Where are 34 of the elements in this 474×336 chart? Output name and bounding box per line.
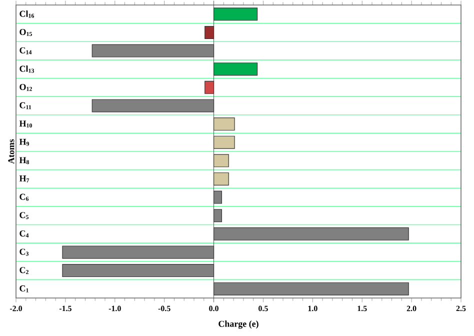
y-tick-label: H$_{9}$ [19,138,30,146]
bar [62,246,214,259]
y-tick-label: C$_{5}$ [20,212,29,220]
y-tick-label: C$_{11}$ [20,102,32,110]
y-tick-label: Cl$_{16}$ [20,10,34,18]
bar [213,190,222,204]
bar [213,118,235,131]
y-tick-label: H$_{8}$ [19,157,30,164]
bar [213,227,409,240]
y-tick-label: O$_{15}$ [20,28,32,36]
y-tick-label: C$_{4}$ [20,230,29,238]
y-tick-label: C$_{2}$ [20,267,28,274]
bar [213,154,229,168]
y-tick-label: H$_{10}$ [19,120,32,128]
y-tick-label: C$_{6}$ [20,194,29,201]
x-axis-title: Charge (e) [218,320,258,329]
bar [213,209,222,222]
y-tick-label: O$_{12}$ [20,84,32,91]
bar [92,44,214,58]
bar [213,282,409,296]
y-tick-label: Cl$_{13}$ [20,65,34,73]
y-tick-label: C$_{14}$ [20,47,32,54]
bar [62,264,214,278]
y-axis-title: Atoms [8,139,14,164]
bar [204,26,214,39]
bar [204,80,214,94]
bar [213,62,258,76]
bar [92,99,214,112]
bar [213,8,258,21]
bar [213,136,235,149]
bar [213,172,229,186]
y-tick-label: H$_{7}$ [19,176,30,182]
y-tick-label: C$_{1}$ [20,285,28,292]
y-tick-label: C$_{3}$ [20,248,29,256]
